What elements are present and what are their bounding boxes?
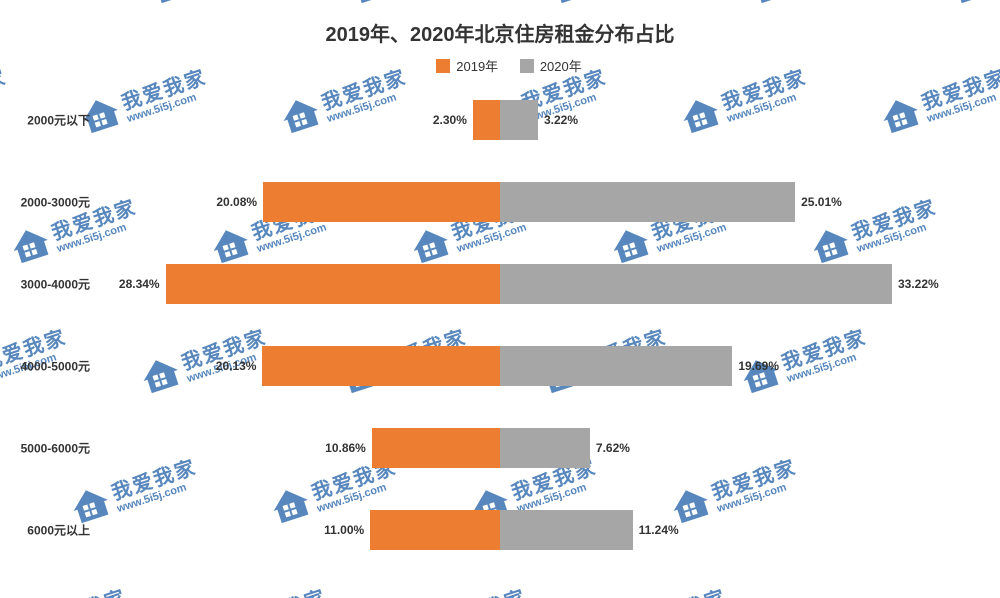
value-label-2020: 11.24% <box>639 523 679 537</box>
bar-2020 <box>500 182 795 222</box>
legend-swatch-2019 <box>436 59 450 73</box>
category-label: 2000元以下 <box>27 112 90 129</box>
category-label: 4000-5000元 <box>21 358 90 375</box>
category-label: 5000-6000元 <box>21 440 90 457</box>
value-label-2020: 19.69% <box>738 359 779 373</box>
bar-2019 <box>372 428 500 468</box>
chart-plot-area: 2.30%3.22%2000元以下20.08%25.01%2000-3000元2… <box>0 90 1000 580</box>
value-label-2019: 20.08% <box>216 195 257 209</box>
value-label-2019: 10.86% <box>325 441 366 455</box>
chart: 2019年、2020年北京住房租金分布占比 2019年 2020年 2.30% 3… <box>0 0 1000 598</box>
bar-2020 <box>500 428 590 468</box>
value-label-2019: 2.30% <box>433 113 467 127</box>
chart-row: 2.30% 3.22% 2000元以下 <box>0 100 1000 140</box>
chart-row: 11.00% 11.24% 6000元以上 <box>0 510 1000 550</box>
bar-2019 <box>263 182 500 222</box>
bar-2020 <box>500 100 538 140</box>
bar-2020 <box>500 346 732 386</box>
legend-swatch-2020 <box>520 59 534 73</box>
chart-row: 28.34% 33.22% 3000-4000元 <box>0 264 1000 304</box>
bar-2019 <box>262 346 500 386</box>
bar-2019 <box>370 510 500 550</box>
category-label: 6000元以上 <box>27 522 90 539</box>
category-label: 3000-4000元 <box>21 276 90 293</box>
value-label-2020: 3.22% <box>544 113 578 127</box>
category-label: 2000-3000元 <box>21 194 90 211</box>
bar-2020 <box>500 510 633 550</box>
chart-row: 10.86% 7.62% 5000-6000元 <box>0 428 1000 468</box>
legend-label-2019: 2019年 <box>456 59 498 74</box>
bar-2019 <box>473 100 500 140</box>
chart-legend: 2019年 2020年 <box>0 56 1000 75</box>
chart-row: 20.08% 25.01% 2000-3000元 <box>0 182 1000 222</box>
value-label-2019: 28.34% <box>119 277 160 291</box>
value-label-2020: 7.62% <box>596 441 630 455</box>
value-label-2019: 20.13% <box>216 359 257 373</box>
value-label-2020: 33.22% <box>898 277 939 291</box>
legend-label-2020: 2020年 <box>540 59 582 74</box>
chart-row: 20.13% 19.69% 4000-5000元 <box>0 346 1000 386</box>
value-label-2020: 25.01% <box>801 195 842 209</box>
chart-title: 2019年、2020年北京住房租金分布占比 <box>0 18 1000 47</box>
value-label-2019: 11.00% <box>324 523 364 537</box>
bar-2020 <box>500 264 892 304</box>
bar-2019 <box>166 264 500 304</box>
